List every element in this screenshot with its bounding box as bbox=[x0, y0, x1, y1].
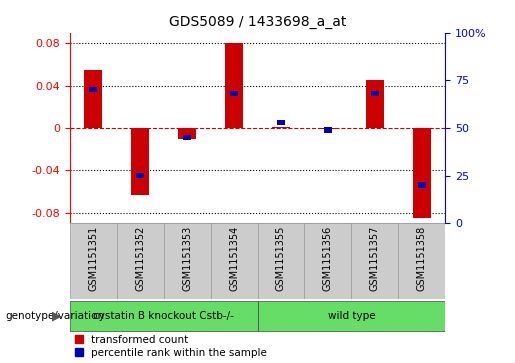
Bar bbox=[131, 128, 149, 195]
Bar bbox=[419, 183, 425, 188]
Bar bbox=[116, 223, 164, 299]
Text: GSM1151354: GSM1151354 bbox=[229, 225, 239, 291]
Text: ▶: ▶ bbox=[52, 309, 62, 322]
Title: GDS5089 / 1433698_a_at: GDS5089 / 1433698_a_at bbox=[169, 15, 346, 29]
Text: GSM1151351: GSM1151351 bbox=[88, 225, 98, 291]
Bar bbox=[271, 127, 290, 128]
Bar bbox=[178, 128, 196, 139]
Bar bbox=[136, 173, 144, 178]
Bar bbox=[366, 80, 384, 128]
Bar bbox=[304, 223, 352, 299]
Bar bbox=[183, 135, 191, 140]
Bar bbox=[70, 223, 116, 299]
Legend: transformed count, percentile rank within the sample: transformed count, percentile rank withi… bbox=[75, 335, 267, 358]
Bar bbox=[164, 223, 211, 299]
Text: GSM1151355: GSM1151355 bbox=[276, 225, 286, 291]
Text: GSM1151352: GSM1151352 bbox=[135, 225, 145, 291]
Text: cystatin B knockout Cstb-/-: cystatin B knockout Cstb-/- bbox=[93, 311, 234, 321]
Bar bbox=[324, 127, 332, 132]
Bar bbox=[70, 301, 258, 330]
Bar bbox=[90, 87, 96, 93]
Text: wild type: wild type bbox=[328, 311, 375, 321]
Text: genotype/variation: genotype/variation bbox=[5, 311, 104, 321]
Bar bbox=[258, 301, 445, 330]
Bar bbox=[278, 119, 284, 125]
Bar bbox=[319, 128, 337, 129]
Bar bbox=[83, 70, 102, 128]
Bar bbox=[211, 223, 258, 299]
Bar bbox=[352, 223, 399, 299]
Bar bbox=[413, 128, 432, 218]
Bar bbox=[371, 91, 379, 96]
Bar bbox=[258, 223, 304, 299]
Text: GSM1151353: GSM1151353 bbox=[182, 225, 192, 291]
Bar bbox=[225, 43, 244, 128]
Text: GSM1151358: GSM1151358 bbox=[417, 225, 427, 291]
Text: GSM1151356: GSM1151356 bbox=[323, 225, 333, 291]
Bar bbox=[231, 91, 237, 96]
Text: GSM1151357: GSM1151357 bbox=[370, 225, 380, 291]
Bar bbox=[399, 223, 445, 299]
